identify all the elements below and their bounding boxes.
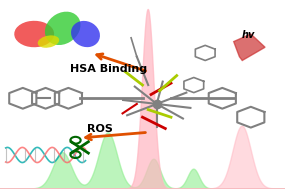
Ellipse shape (45, 12, 80, 45)
Text: ROS: ROS (87, 124, 113, 134)
Ellipse shape (14, 21, 54, 47)
Text: hv: hv (241, 30, 255, 40)
Polygon shape (234, 34, 265, 60)
Text: HSA Binding: HSA Binding (70, 64, 147, 74)
Ellipse shape (38, 35, 59, 48)
Ellipse shape (71, 21, 100, 47)
